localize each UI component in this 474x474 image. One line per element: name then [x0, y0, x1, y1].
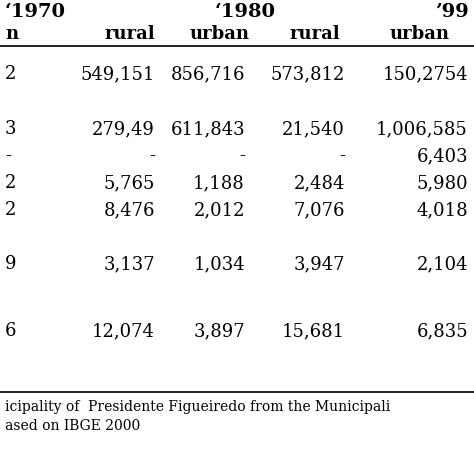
Text: -: - — [5, 147, 11, 165]
Text: ased on IBGE 2000: ased on IBGE 2000 — [5, 419, 140, 433]
Text: 5,765: 5,765 — [104, 174, 155, 192]
Text: 8,476: 8,476 — [103, 201, 155, 219]
Text: 856,716: 856,716 — [171, 65, 245, 83]
Text: -: - — [149, 147, 155, 165]
Text: urban: urban — [190, 25, 250, 43]
Text: 611,843: 611,843 — [170, 120, 245, 138]
Text: -: - — [239, 147, 245, 165]
Text: 2: 2 — [5, 65, 17, 83]
Text: 2,012: 2,012 — [193, 201, 245, 219]
Text: ‘1980: ‘1980 — [215, 3, 276, 21]
Text: 9: 9 — [5, 255, 17, 273]
Text: 6,835: 6,835 — [416, 322, 468, 340]
Text: n: n — [5, 25, 18, 43]
Text: rural: rural — [290, 25, 340, 43]
Text: 6,403: 6,403 — [416, 147, 468, 165]
Text: ’99: ’99 — [435, 3, 469, 21]
Text: 12,074: 12,074 — [92, 322, 155, 340]
Text: 5,980: 5,980 — [416, 174, 468, 192]
Text: 1,188: 1,188 — [193, 174, 245, 192]
Text: 21,540: 21,540 — [282, 120, 345, 138]
Text: 6: 6 — [5, 322, 17, 340]
Text: 2,484: 2,484 — [293, 174, 345, 192]
Text: 2: 2 — [5, 174, 17, 192]
Text: -: - — [339, 147, 345, 165]
Text: rural: rural — [105, 25, 155, 43]
Text: 3: 3 — [5, 120, 17, 138]
Text: 2: 2 — [5, 201, 17, 219]
Text: 2,104: 2,104 — [417, 255, 468, 273]
Text: 7,076: 7,076 — [293, 201, 345, 219]
Text: 573,812: 573,812 — [271, 65, 345, 83]
Text: 3,947: 3,947 — [293, 255, 345, 273]
Text: 1,034: 1,034 — [193, 255, 245, 273]
Text: 279,49: 279,49 — [92, 120, 155, 138]
Text: 549,151: 549,151 — [81, 65, 155, 83]
Text: 3,137: 3,137 — [103, 255, 155, 273]
Text: ‘1970: ‘1970 — [5, 3, 66, 21]
Text: 150,2754: 150,2754 — [383, 65, 468, 83]
Text: icipality of  Presidente Figueiredo from the Municipali: icipality of Presidente Figueiredo from … — [5, 400, 390, 414]
Text: 3,897: 3,897 — [193, 322, 245, 340]
Text: urban: urban — [390, 25, 450, 43]
Text: 1,006,585: 1,006,585 — [376, 120, 468, 138]
Text: 4,018: 4,018 — [416, 201, 468, 219]
Text: 15,681: 15,681 — [282, 322, 345, 340]
